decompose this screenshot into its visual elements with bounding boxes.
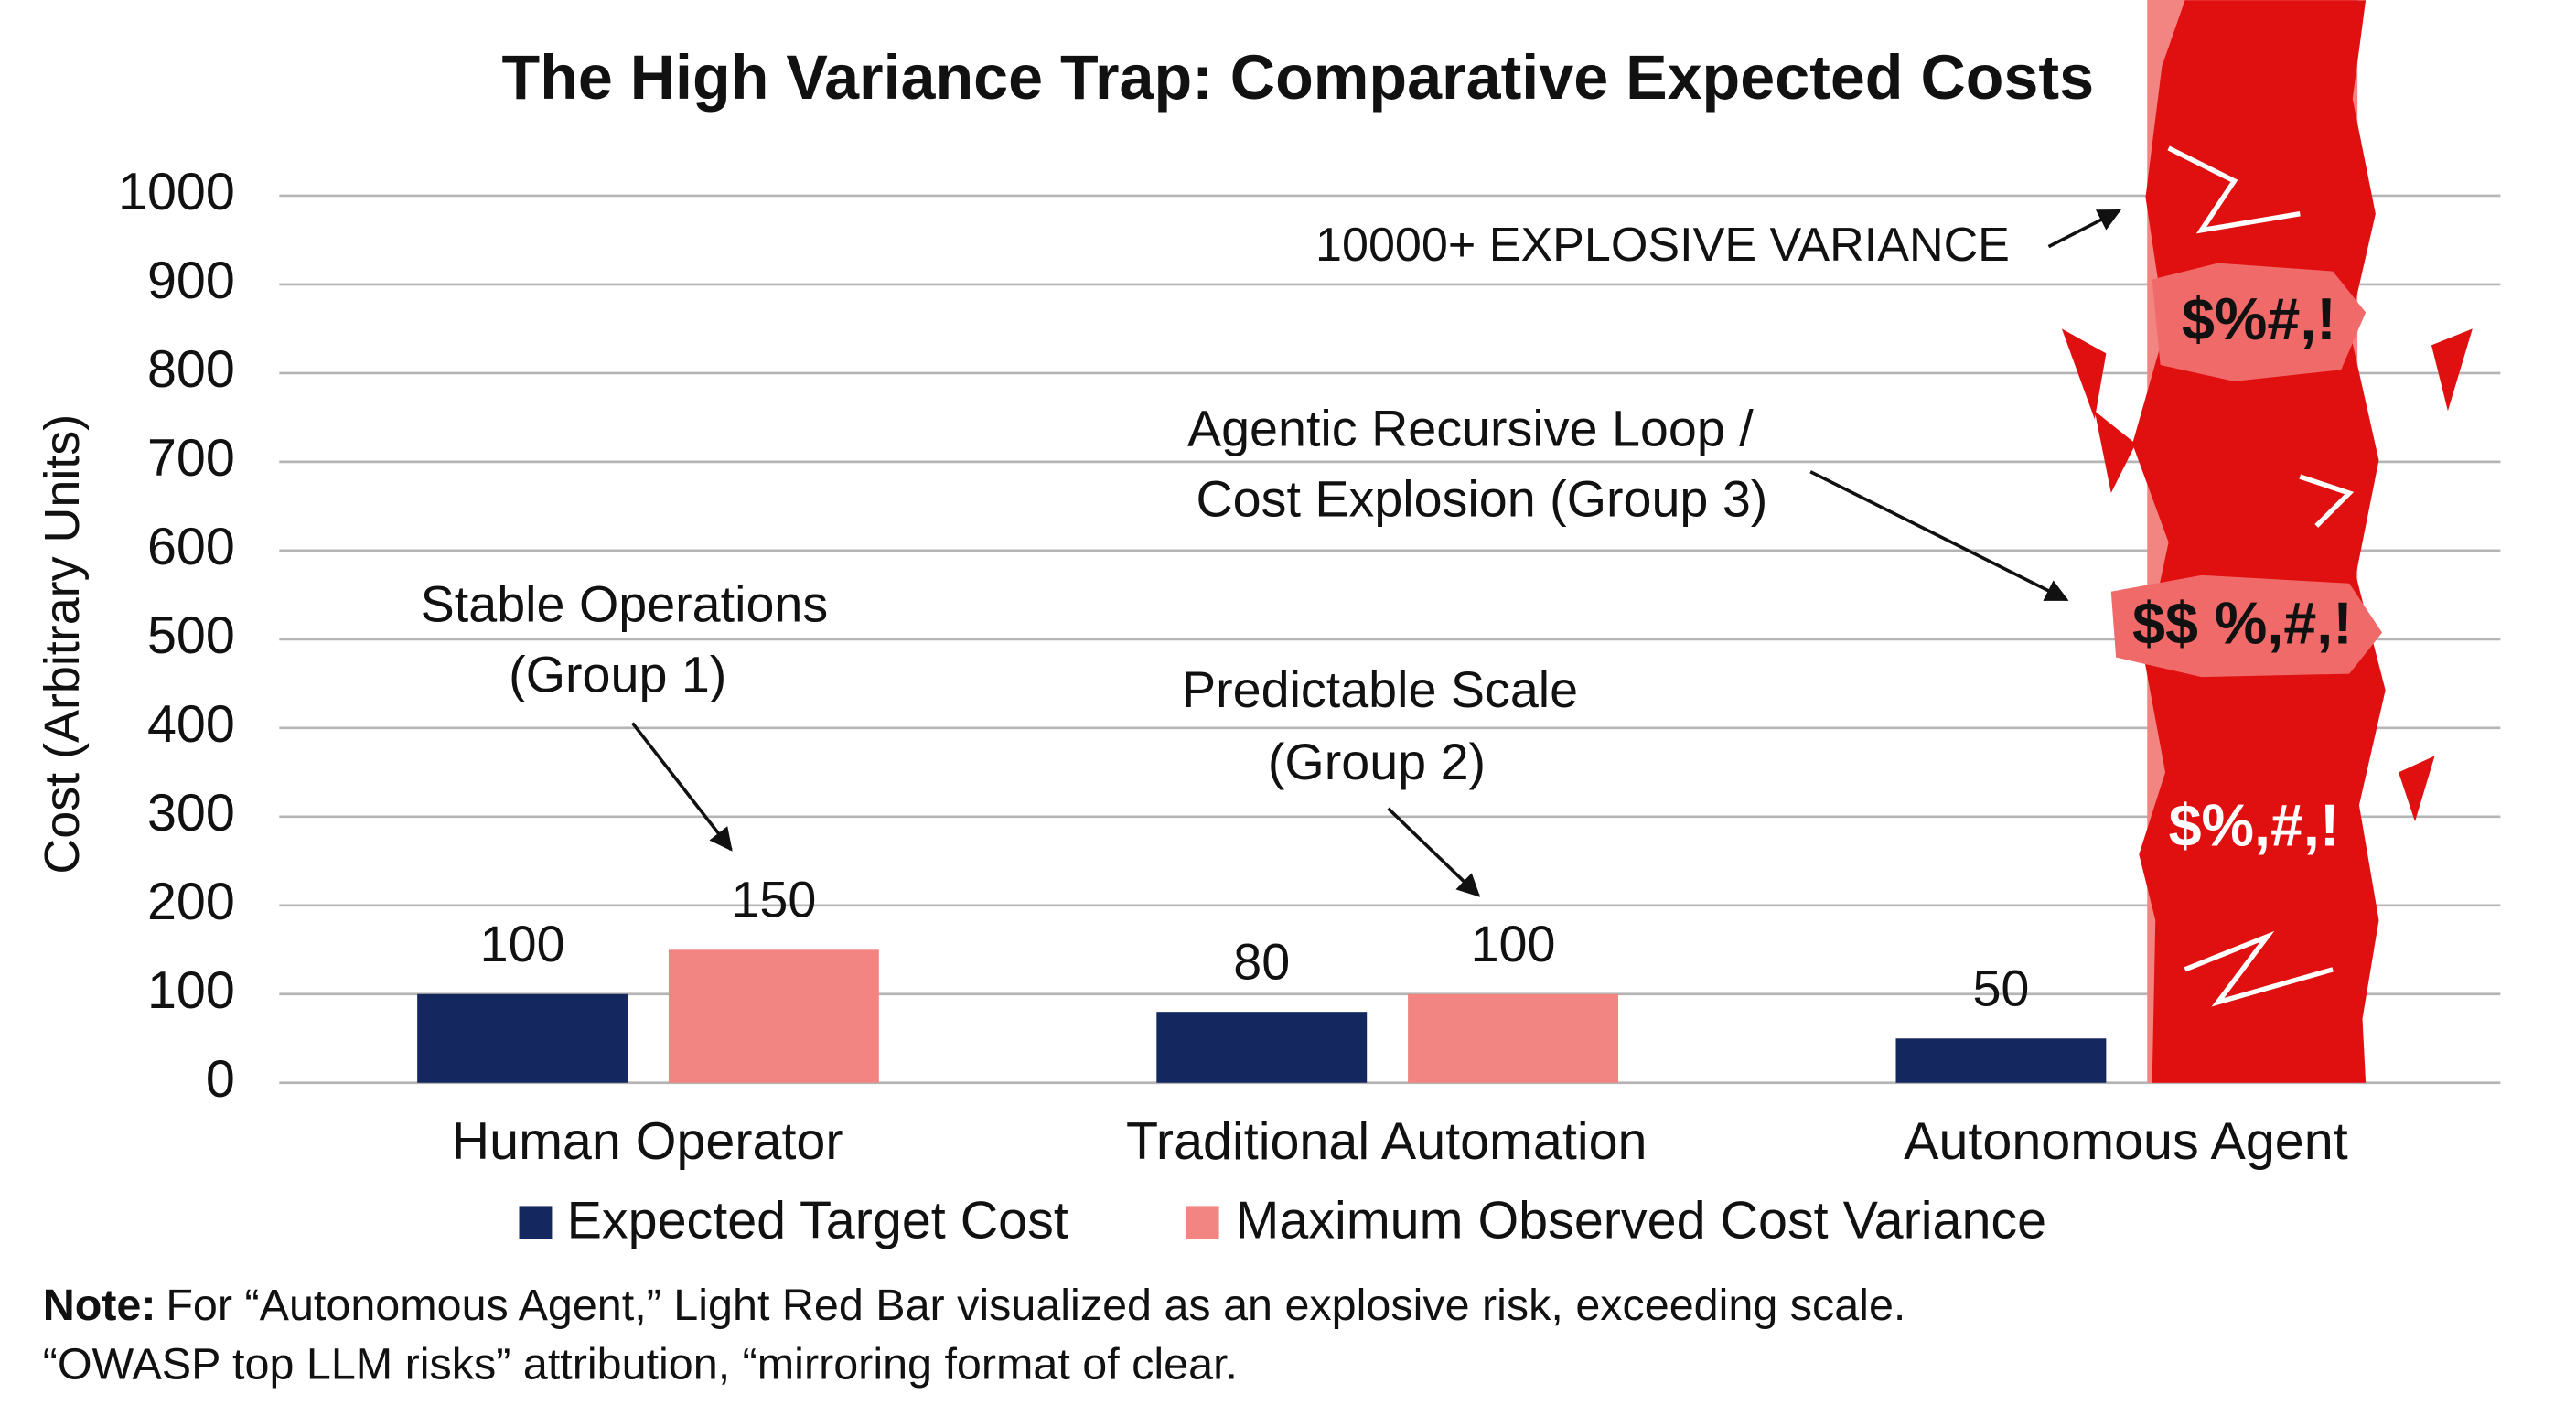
bar — [1408, 993, 1618, 1083]
explosion-label: $$ %,#,! — [2132, 589, 2353, 656]
y-tick-label: 700 — [147, 429, 235, 488]
x-tick-label: Traditional Automation — [1126, 1112, 1648, 1171]
annotation-arrow — [1387, 807, 1481, 897]
chart-title: The High Variance Trap: Comparative Expe… — [502, 43, 2095, 113]
annotation-arrow — [2047, 209, 2121, 249]
annotation: Predictable Scale — [1182, 661, 1578, 718]
x-tick-label: Human Operator — [452, 1112, 843, 1171]
data-label: 100 — [1471, 916, 1556, 972]
annotation: (Group 2) — [1268, 734, 1486, 790]
explosion-label: $%#,! — [2182, 285, 2336, 352]
y-tick-label: 1000 — [118, 163, 235, 221]
bar — [1895, 1038, 2107, 1083]
y-tick-label: 300 — [147, 784, 235, 842]
y-tick-label: 400 — [147, 695, 235, 754]
y-tick-label: 500 — [147, 606, 235, 665]
annotation-arrow — [1809, 470, 2069, 602]
legend-label: Expected Target Cost — [567, 1191, 1068, 1249]
bar — [668, 949, 879, 1083]
annotation: Stable Operations — [421, 575, 829, 632]
note: Note: For “Autonomous Agent,” Light Red B… — [43, 1281, 1906, 1330]
annotation-arrow — [631, 722, 733, 852]
annotation: Agentic Recursive Loop / — [1187, 400, 1754, 456]
y-tick-label: 200 — [147, 873, 235, 931]
legend-swatch — [519, 1206, 553, 1239]
note-text: For “Autonomous Agent,” Light Red Bar vi… — [166, 1281, 1905, 1330]
bar — [1156, 1012, 1368, 1083]
note-text: “OWASP top LLM risks” attribution, “mirr… — [43, 1339, 1238, 1389]
y-tick-label: 900 — [147, 252, 235, 310]
note-label: Note: — [43, 1281, 156, 1330]
x-tick-label: Autonomous Agent — [1904, 1112, 2348, 1171]
bar — [417, 993, 628, 1083]
legend-swatch — [1186, 1206, 1219, 1239]
explosion-decoration — [2061, 0, 2473, 1083]
y-tick-label: 0 — [206, 1050, 235, 1109]
explosion-label: $%,#,! — [2169, 791, 2340, 858]
y-tick-label: 800 — [147, 340, 235, 399]
data-label: 50 — [1972, 960, 2029, 1017]
data-label: 80 — [1233, 934, 1290, 991]
annotation: 10000+ EXPLOSIVE VARIANCE — [1315, 219, 2010, 272]
data-label: 150 — [731, 872, 816, 928]
legend-label: Maximum Observed Cost Variance — [1236, 1191, 2047, 1249]
data-label: 100 — [480, 916, 565, 972]
y-axis-label: Cost (Arbitrary Units) — [35, 414, 90, 874]
y-tick-label: 100 — [147, 961, 235, 1020]
annotation: (Group 1) — [509, 647, 726, 703]
annotation: Cost Explosion (Group 3) — [1196, 470, 1767, 527]
y-tick-label: 600 — [147, 518, 235, 576]
